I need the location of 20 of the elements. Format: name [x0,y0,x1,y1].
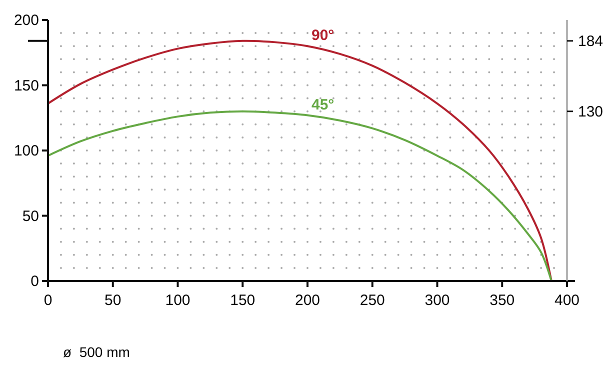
x-tick-label: 50 [104,292,122,309]
y-tick-label: 100 [14,142,39,160]
x-tick-label: 150 [230,292,256,309]
y-tick-label: 150 [14,77,39,94]
x-tick-label: 350 [490,292,515,309]
y-tick-label: 50 [22,208,39,225]
x-tick-label: 100 [165,292,190,309]
y-tick-label: 200 [14,12,39,29]
x-tick-label: 0 [44,292,52,309]
series-label: 45° [312,96,334,114]
y-tick-label: 0 [30,273,39,290]
x-tick-label: 250 [360,292,385,309]
series-label: 90° [312,27,334,44]
x-tick-label: 300 [424,292,450,309]
line-series [47,110,552,282]
x-tick-label: 200 [294,292,320,309]
y2-tick-label: 184 [578,32,604,50]
text: ø 500 mm [63,344,130,360]
y2-tick-label: 130 [578,103,604,120]
x-tick-label: 400 [554,292,580,309]
